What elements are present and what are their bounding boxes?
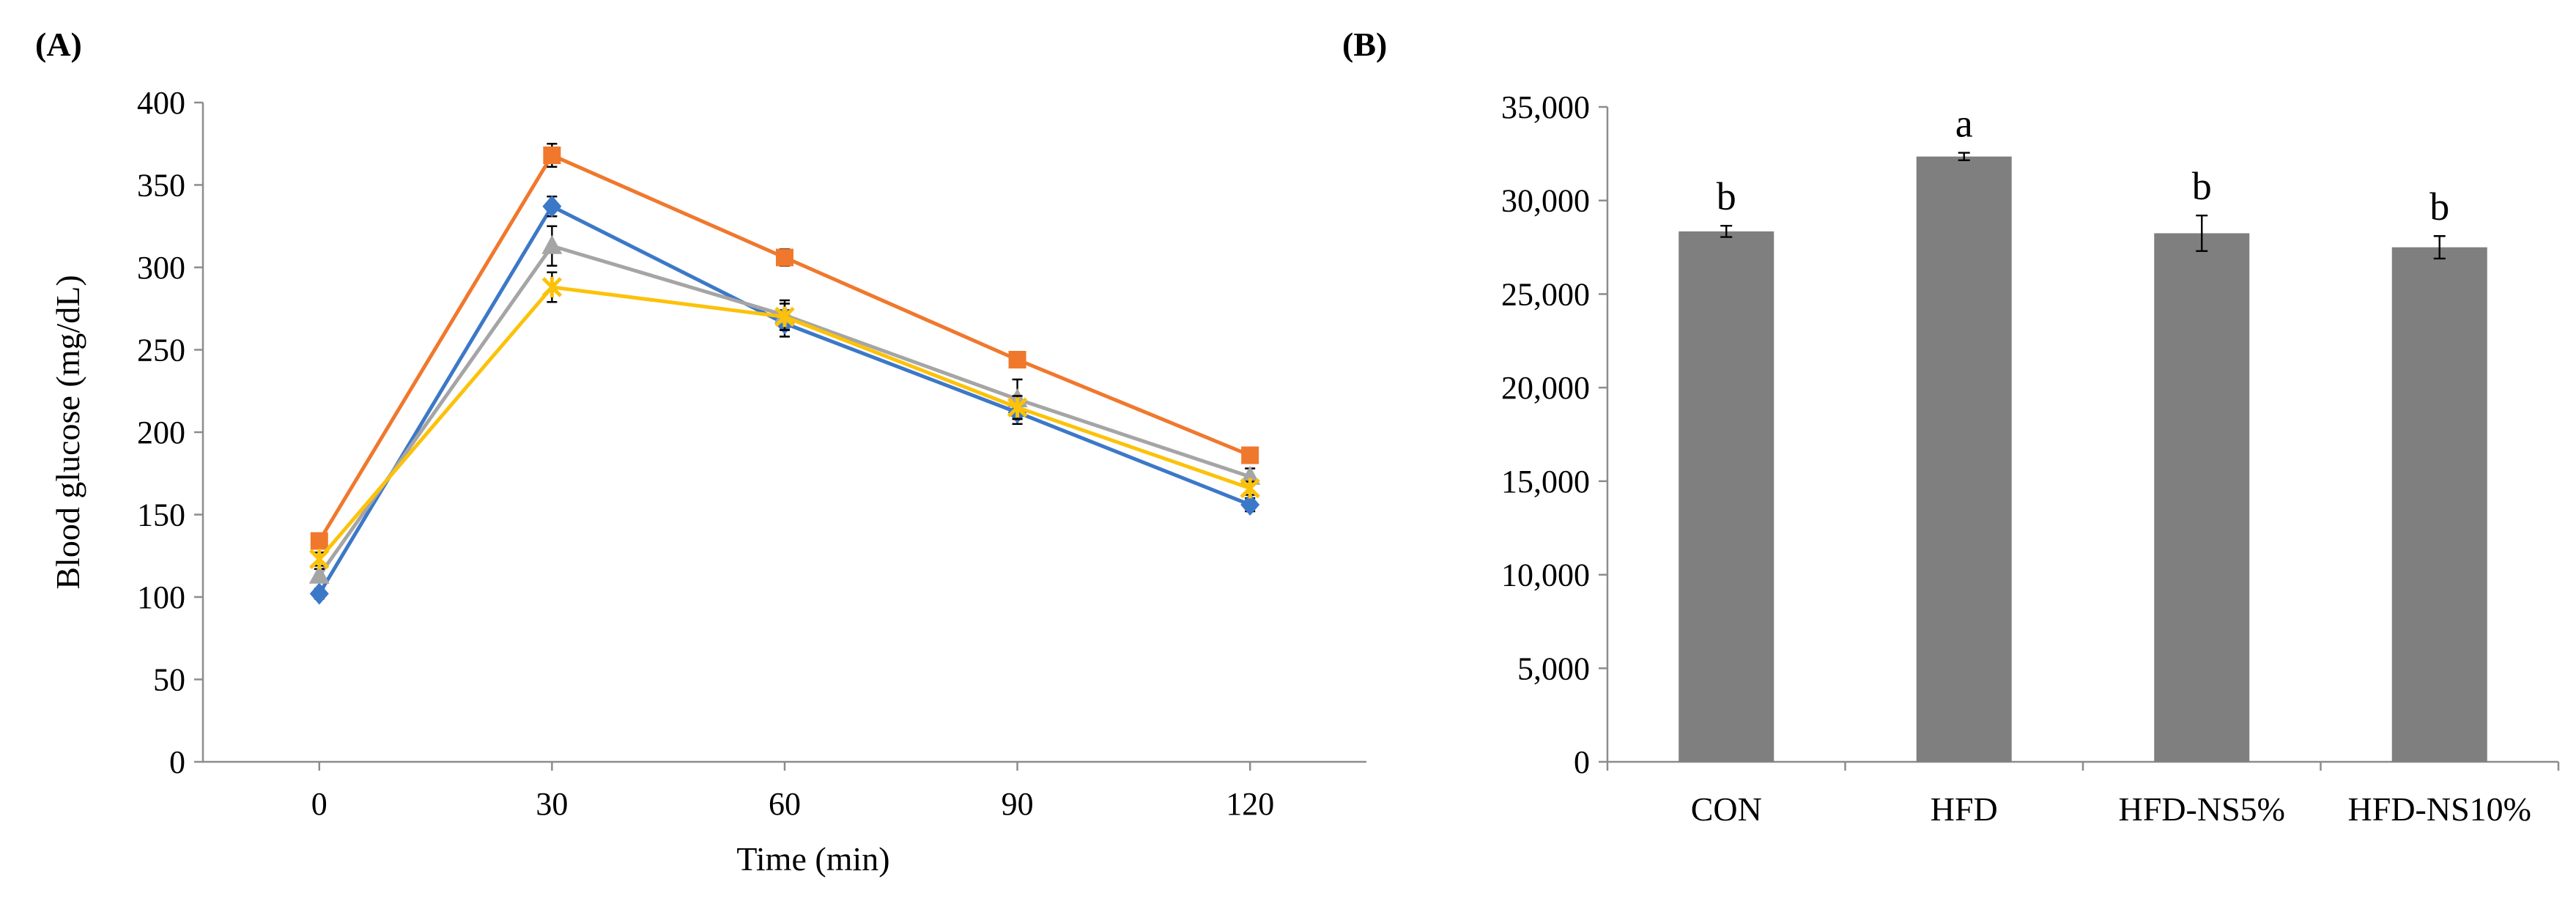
panel-a-x-tick-label: 0 bbox=[311, 786, 327, 822]
error-bar-hfd-ns5 bbox=[2196, 214, 2208, 252]
data-point-con bbox=[1240, 494, 1260, 516]
panel-b-y-ticks: 0 5,000 10,000 15,000 20,000 25,000 30,000 35,0… bbox=[1501, 89, 1607, 780]
data-point-hfd bbox=[1008, 351, 1026, 368]
series-line-hfd bbox=[317, 153, 1251, 542]
panel-a-y-tick-label: 400 bbox=[137, 85, 185, 121]
bar-con bbox=[1679, 231, 1774, 762]
panel-b-y-tick-label: 5,000 bbox=[1517, 650, 1590, 686]
panel-b-y-tick-label: 35,000 bbox=[1501, 89, 1590, 125]
panel-a-y-tick-label: 150 bbox=[137, 497, 185, 533]
data-point-hfd-ns10 bbox=[1007, 397, 1028, 418]
panel-b-label: (B) bbox=[1342, 26, 1387, 63]
panel-a-y-axis-title: Blood glucose (mg/dL) bbox=[49, 275, 86, 589]
data-point-hfd bbox=[1241, 446, 1259, 464]
data-point-hfd-ns10 bbox=[541, 277, 563, 297]
data-point-hfd bbox=[543, 147, 561, 164]
series-line-hfd-ns5 bbox=[317, 244, 1251, 577]
data-point-hfd bbox=[776, 248, 793, 267]
panel-a-x-ticks: 0 30 60 90 120 bbox=[311, 762, 1274, 822]
error-bar-con bbox=[1720, 224, 1733, 238]
panel-a-y-tick-label: 250 bbox=[137, 333, 185, 368]
panel-a-series bbox=[308, 143, 1261, 605]
panel-a-x-tick-label: 30 bbox=[536, 786, 568, 822]
panel-b-y-tick-label: 30,000 bbox=[1501, 183, 1590, 219]
bar-hfd-ns10 bbox=[2391, 247, 2487, 763]
panel-a-label: (A) bbox=[35, 26, 82, 63]
significance-letter-hfd-ns10: b bbox=[2429, 185, 2449, 229]
panel-a-x-axis-title: Time (min) bbox=[736, 840, 889, 878]
category-label-hfd: HFD bbox=[1931, 790, 1998, 828]
data-point-con bbox=[542, 195, 562, 218]
panel-a: (A) Blood glucose (mg/dL) Time (min) 0 50… bbox=[35, 26, 1366, 878]
panel-b: (B) 0 5,000 10,000 15,000 20,000 25,000 30,000… bbox=[1342, 26, 2560, 828]
category-label-hfd-ns10: HFD-NS10% bbox=[2348, 790, 2531, 828]
panel-a-y-tick-label: 350 bbox=[137, 168, 185, 204]
panel-a-x-tick-label: 90 bbox=[1002, 786, 1034, 822]
panel-a-y-tick-label: 100 bbox=[137, 579, 185, 615]
significance-letter-con: b bbox=[1717, 174, 1736, 218]
panel-b-y-tick-label: 20,000 bbox=[1501, 370, 1590, 406]
panel-a-y-ticks: 0 50 100 150 200 250 300 350 400 bbox=[137, 85, 203, 780]
panel-b-y-tick-label: 15,000 bbox=[1501, 464, 1590, 500]
data-point-con bbox=[309, 582, 329, 605]
data-point-hfd-ns5 bbox=[1240, 465, 1261, 485]
panel-a-x-tick-label: 60 bbox=[769, 786, 801, 822]
panel-b-y-tick-label: 25,000 bbox=[1501, 276, 1590, 312]
series-hfd bbox=[310, 143, 1259, 550]
panel-a-y-tick-label: 50 bbox=[153, 662, 185, 698]
panel-b-y-tick-label: 0 bbox=[1574, 744, 1590, 780]
category-label-hfd-ns5: HFD-NS5% bbox=[2119, 790, 2285, 828]
panel-a-y-tick-label: 200 bbox=[137, 415, 185, 451]
error-bar-hfd-ns10 bbox=[2433, 235, 2446, 260]
significance-letter-hfd: a bbox=[1955, 102, 1973, 146]
bar-hfd-ns5 bbox=[2154, 233, 2250, 762]
series-hfd-ns10 bbox=[309, 271, 1260, 570]
bar-hfd bbox=[1916, 156, 2012, 762]
data-point-hfd-ns5 bbox=[308, 564, 330, 584]
error-bar-hfd bbox=[1958, 152, 1970, 161]
data-point-hfd-ns5 bbox=[541, 234, 563, 254]
panel-b-bars: b a b b bbox=[1679, 102, 2487, 763]
data-point-hfd-ns10 bbox=[309, 549, 330, 570]
category-label-con: CON bbox=[1691, 790, 1762, 828]
data-point-hfd bbox=[310, 532, 328, 550]
panel-a-y-tick-label: 300 bbox=[137, 250, 185, 286]
panel-b-x-ticks: CON HFD HFD-NS5% HFD-NS10% bbox=[1606, 762, 2560, 828]
data-point-hfd-ns10 bbox=[1240, 478, 1260, 499]
panel-a-x-tick-label: 120 bbox=[1226, 786, 1274, 822]
panel-b-y-tick-label: 10,000 bbox=[1501, 557, 1590, 593]
data-point-hfd-ns10 bbox=[774, 306, 795, 327]
significance-letter-hfd-ns5: b bbox=[2192, 164, 2212, 208]
panel-a-y-tick-label: 0 bbox=[169, 744, 185, 780]
